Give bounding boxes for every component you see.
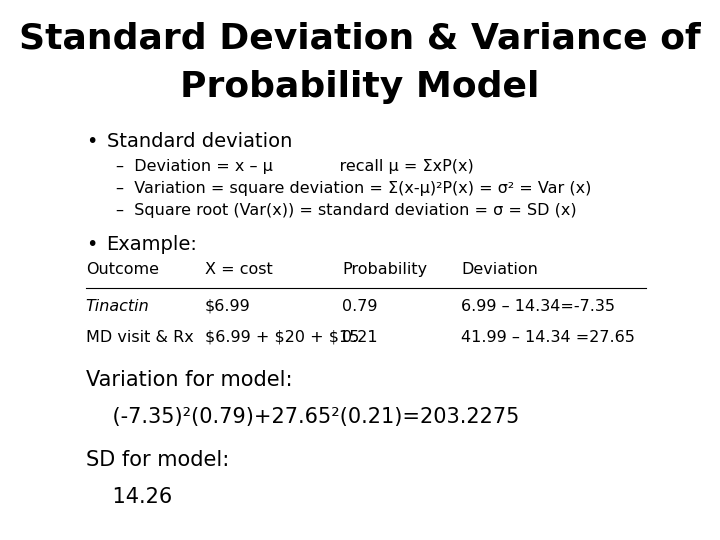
Text: 14.26: 14.26: [86, 487, 172, 507]
Text: •: •: [86, 132, 97, 151]
Text: 0.79: 0.79: [342, 299, 377, 314]
Text: Probability Model: Probability Model: [180, 70, 540, 104]
Text: Deviation: Deviation: [462, 262, 539, 277]
Text: $6.99 + $20 + $15: $6.99 + $20 + $15: [205, 330, 359, 345]
Text: Standard Deviation & Variance of: Standard Deviation & Variance of: [19, 22, 701, 56]
Text: –  Square root (Var(x)) = standard deviation = σ = SD (x): – Square root (Var(x)) = standard deviat…: [115, 202, 576, 218]
Text: Example:: Example:: [107, 235, 197, 254]
Text: –  Deviation = x – μ             recall μ = ΣxP(x): – Deviation = x – μ recall μ = ΣxP(x): [115, 159, 473, 174]
Text: 6.99 – 14.34=-7.35: 6.99 – 14.34=-7.35: [462, 299, 616, 314]
Text: Probability: Probability: [342, 262, 427, 277]
Text: Standard deviation: Standard deviation: [107, 132, 292, 151]
Text: 0.21: 0.21: [342, 330, 378, 345]
Text: 41.99 – 14.34 =27.65: 41.99 – 14.34 =27.65: [462, 330, 635, 345]
Text: (-7.35)²(0.79)+27.65²(0.21)=203.2275: (-7.35)²(0.79)+27.65²(0.21)=203.2275: [86, 407, 519, 427]
Text: •: •: [86, 235, 97, 254]
Text: SD for model:: SD for model:: [86, 450, 229, 470]
Text: Outcome: Outcome: [86, 262, 158, 277]
Text: Tinactin: Tinactin: [86, 299, 150, 314]
Text: –  Variation = square deviation = Σ(x-μ)²P(x) = σ² = Var (x): – Variation = square deviation = Σ(x-μ)²…: [115, 181, 591, 196]
Text: MD visit & Rx: MD visit & Rx: [86, 330, 194, 345]
Text: $6.99: $6.99: [205, 299, 251, 314]
Text: Variation for model:: Variation for model:: [86, 370, 292, 390]
Text: X = cost: X = cost: [205, 262, 273, 277]
